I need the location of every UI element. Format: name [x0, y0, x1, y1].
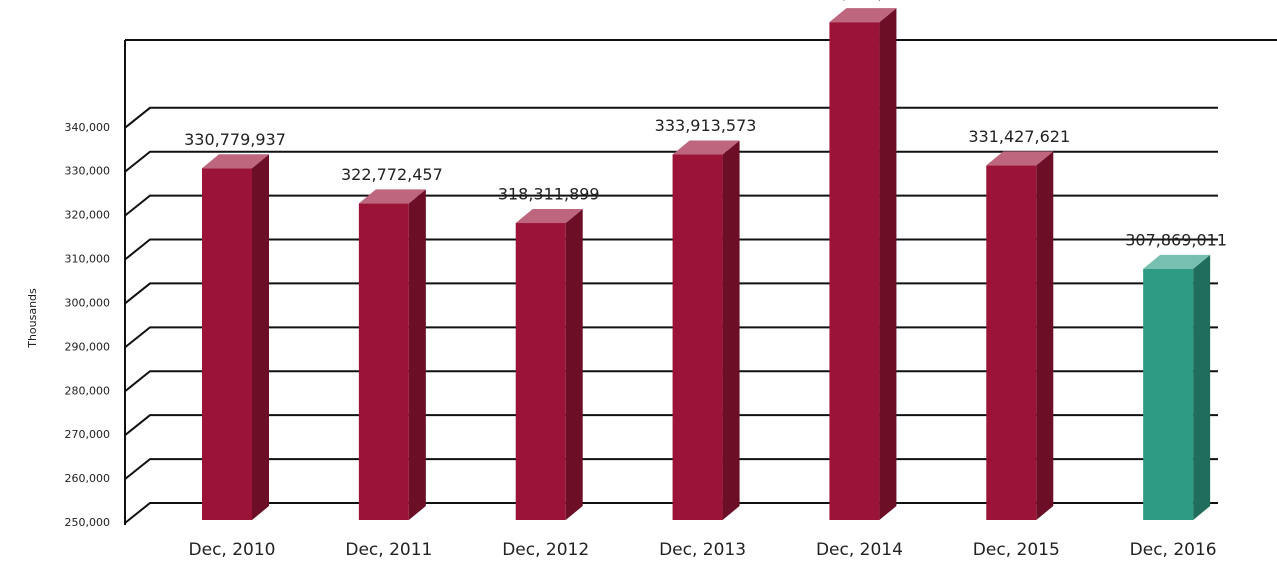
y-tick-label: 310,000: [65, 253, 111, 266]
y-tick-label: 330,000: [65, 165, 111, 178]
bar-side: [879, 8, 897, 521]
x-tick-label: Dec, 2013: [659, 540, 746, 560]
value-label: 322,772,457: [341, 165, 443, 184]
bar-side: [722, 140, 740, 521]
value-label: 330,779,937: [184, 130, 286, 149]
x-tick-label: Dec, 2015: [973, 540, 1060, 560]
grid-line: [124, 370, 1218, 393]
bar-top: [1143, 254, 1211, 269]
bar-top: [986, 151, 1054, 166]
bar: [672, 154, 723, 521]
y-tick-label: 340,000: [65, 121, 111, 134]
bar-side: [1193, 254, 1211, 520]
y-tick-label: 270,000: [65, 428, 111, 441]
bar: [202, 168, 252, 521]
bar-side: [1036, 151, 1054, 521]
bar-side: [565, 209, 583, 520]
bar-top: [515, 209, 583, 224]
value-label: 318,311,899: [498, 185, 600, 204]
grid-line: [124, 150, 1218, 173]
y-tick-label: 280,000: [65, 384, 111, 397]
y-tick-label: 290,000: [65, 340, 111, 353]
bar-side: [252, 154, 269, 521]
value-label: 331,427,621: [968, 127, 1070, 146]
grid-line: [124, 238, 1218, 261]
grid-line: [124, 502, 1218, 524]
bar: [829, 22, 880, 521]
x-tick-label: Dec, 2010: [189, 540, 276, 560]
bar-side: [408, 189, 426, 520]
grid-line: [124, 282, 1218, 305]
bar: [515, 223, 566, 520]
x-tick-label: Dec, 2016: [1130, 540, 1217, 560]
y-tick-label: 260,000: [65, 472, 111, 485]
bar-top: [829, 8, 897, 23]
value-label: 307,869,011: [1125, 230, 1227, 249]
y-tick-label: 300,000: [65, 296, 111, 309]
grid-line: [124, 414, 1218, 436]
grid-line: [124, 194, 1218, 217]
x-tick-label: Dec, 2012: [502, 540, 589, 560]
x-tick-label: Dec, 2011: [345, 540, 432, 560]
y-axis-title: Thousands: [26, 288, 39, 349]
bar: [986, 165, 1037, 521]
bar-top: [672, 140, 740, 155]
y-tick-label: 250,000: [65, 516, 111, 529]
value-label: 364,048,647: [812, 0, 914, 3]
grid-line: [124, 326, 1218, 349]
x-tick-label: Dec, 2014: [816, 540, 903, 560]
bar-top: [358, 189, 426, 204]
value-label: 333,913,573: [655, 116, 757, 135]
bar: [1143, 268, 1194, 520]
bar-top: [202, 154, 269, 169]
bar: [358, 203, 409, 520]
y-tick-label: 320,000: [65, 209, 111, 222]
grid-line: [124, 458, 1218, 480]
